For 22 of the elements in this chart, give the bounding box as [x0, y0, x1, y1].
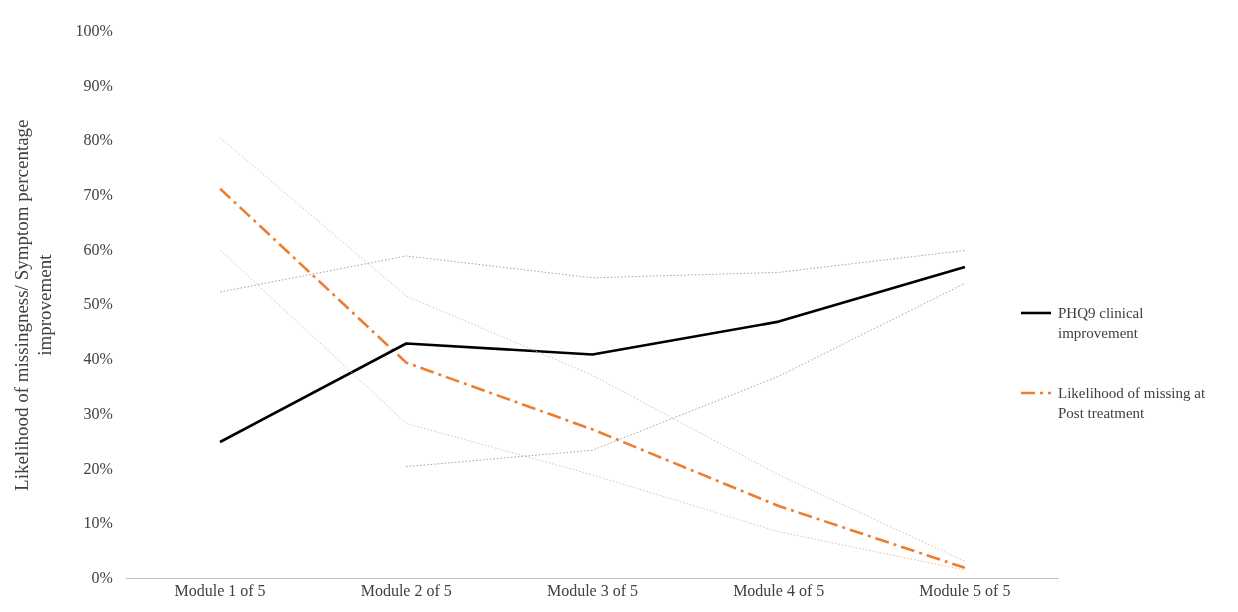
y-tick-label: 10% — [83, 514, 113, 532]
y-tick-label: 80% — [83, 131, 113, 149]
x-tick-label: Module 3 of 5 — [546, 581, 639, 599]
y-axis-title: Likelihood of missingness/ Symptom percentage improvement — [11, 119, 56, 491]
y-tick-label: 30% — [83, 404, 113, 422]
y-tick-label: 70% — [83, 185, 113, 203]
line-series — [219, 249, 966, 571]
y-tick-label: 20% — [83, 459, 113, 477]
legend-label: Likelihood of missing at Post treatment — [1058, 384, 1207, 423]
line-series — [219, 250, 966, 293]
y-tick-label: 60% — [83, 240, 113, 258]
legend-label: PHQ9 clinical improvement — [1058, 304, 1145, 343]
y-tick-label: 0% — [91, 569, 113, 586]
x-tick-label: Module 5 of 5 — [919, 581, 1011, 599]
y-tick-label: 90% — [83, 76, 113, 94]
y-tick-label: 50% — [83, 295, 113, 313]
x-tick-label: Module 1 of 5 — [174, 581, 266, 599]
x-tick-label: Module 2 of 5 — [360, 581, 452, 599]
x-tick-label: Module 4 of 5 — [733, 581, 825, 599]
line-series — [405, 282, 966, 468]
y-tick-label: 40% — [83, 350, 113, 368]
y-tick-label: 100% — [75, 21, 113, 39]
